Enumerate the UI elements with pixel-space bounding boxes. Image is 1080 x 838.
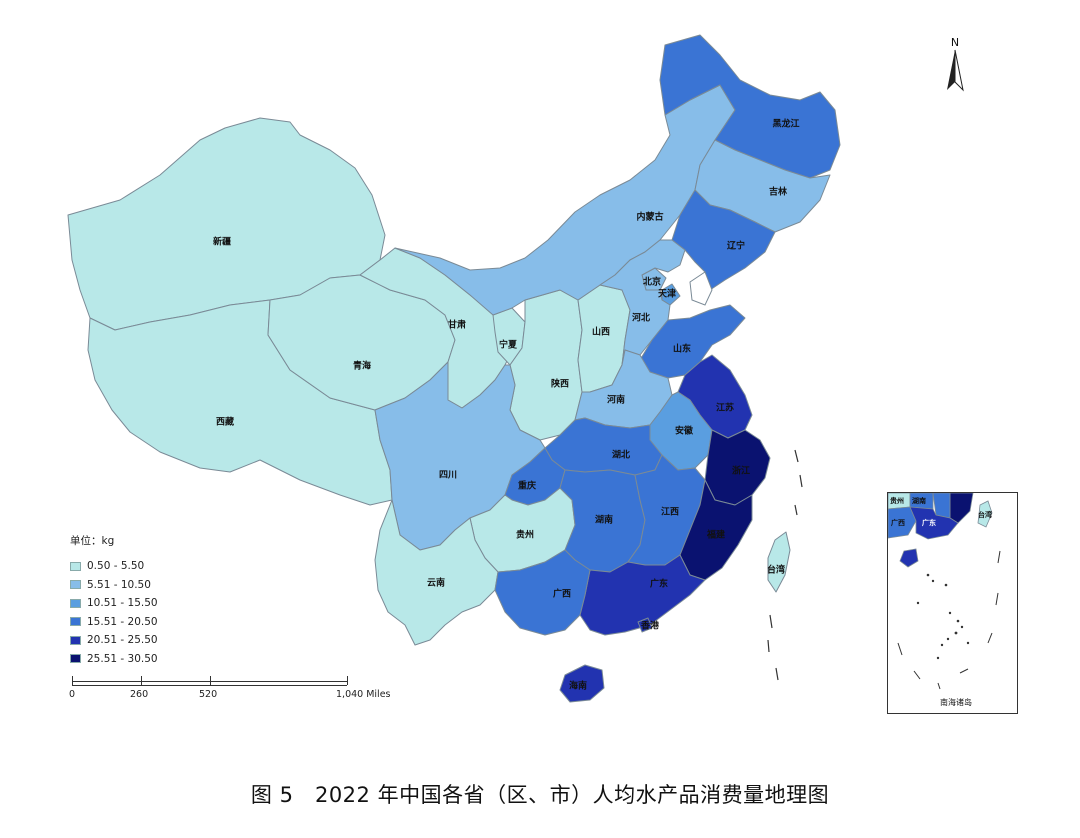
province-label-17: 安徽 [675,425,694,437]
legend-item-0: 0.50 - 5.50 [70,557,158,576]
inset-fujian [949,492,974,524]
legend-label-2: 10.51 - 15.50 [87,597,158,610]
province-label-15: 河南 [607,394,625,406]
scale-label-0: 0 [69,689,76,700]
north-label: N [950,36,960,49]
province-label-18: 湖北 [612,449,630,461]
inset-taiwan [977,500,993,528]
legend-item-2: 10.51 - 15.50 [70,594,158,613]
legend-rows: 0.50 - 5.50 5.51 - 10.50 10.51 - 15.50 15.5… [70,557,158,668]
legend-swatch-4 [70,635,81,645]
bohai-sea [689,271,713,306]
legend-swatch-0 [70,561,81,571]
scale-tick-2 [210,676,211,685]
inset-map: 贵州 湖南 广西 广东 台湾 南海诸岛 [887,492,1001,707]
province-label-12: 天津 [658,288,676,300]
scale-line [72,681,347,686]
scale-tick-3 [347,676,348,685]
province-label-16: 江苏 [716,402,734,414]
province-hainan [559,664,605,703]
province-label-6: 山西 [592,326,610,338]
province-label-0: 新疆 [213,236,231,248]
legend-item-4: 20.51 - 25.50 [70,631,158,650]
province-label-5: 陕西 [551,378,569,390]
inset-hainan [899,548,919,568]
province-label-13: 河北 [632,312,650,324]
legend-label-3: 15.51 - 20.50 [87,615,158,628]
province-label-27: 广东 [650,578,668,590]
scale-tick-0 [72,676,73,685]
legend-swatch-5 [70,654,81,664]
province-label-3: 甘肃 [448,319,466,331]
province-label-19: 四川 [439,470,457,481]
scale-tick-1 [141,676,142,685]
province-label-11: 北京 [643,276,661,288]
province-label-24: 江西 [661,506,679,518]
south-china-sea-inset: 贵州 湖南 广西 广东 台湾 南海诸岛 [887,492,1018,714]
legend-label-0: 0.50 - 5.50 [87,560,145,573]
inset-label-taiwan: 台湾 [978,510,992,519]
province-shaanxi [509,289,583,441]
province-label-22: 云南 [427,577,445,589]
province-liaoning [671,189,776,291]
province-label-28: 广西 [553,588,571,600]
inset-guangxi [887,506,917,539]
province-label-10: 辽宁 [727,240,745,252]
province-hongkong [637,617,653,633]
province-label-30: 台湾 [767,564,785,576]
inset-label-hunan: 湖南 [912,496,926,505]
province-label-1: 西藏 [216,416,234,428]
inset-title: 南海诸岛 [940,697,972,707]
scale-label-1040: 1,040 Miles [336,689,391,700]
province-label-7: 内蒙古 [636,211,663,223]
figure-caption: 图 5 2022 年中国各省（区、市）人均水产品消费量地理图 [250,783,830,807]
province-label-9: 吉林 [769,186,788,198]
province-label-20: 重庆 [518,480,536,492]
legend-item-5: 25.51 - 30.50 [70,650,158,669]
legend-swatch-2 [70,598,81,608]
legend-label-5: 25.51 - 30.50 [87,652,158,665]
province-label-29: 海南 [569,680,587,692]
legend-swatch-1 [70,580,81,590]
north-arrow-icon [947,49,964,92]
province-hebei [599,239,686,366]
inset-guangdong [909,506,959,540]
province-label-4: 宁夏 [499,339,518,351]
legend-label-4: 20.51 - 25.50 [87,634,158,647]
province-label-23: 湖南 [595,514,613,526]
province-label-21: 贵州 [516,529,534,541]
north-arrow: N [940,36,970,96]
legend-label-1: 5.51 - 10.50 [87,578,151,591]
province-taiwan [767,531,791,593]
legend-item-3: 15.51 - 20.50 [70,613,158,632]
legend-swatch-3 [70,617,81,627]
inset-label-guangxi: 广西 [891,518,905,527]
scale-label-520: 520 [199,689,218,700]
legend-item-1: 5.51 - 10.50 [70,576,158,595]
province-label-31: 香港 [640,620,660,632]
province-guangxi [494,549,591,636]
inset-label-guizhou: 贵州 [890,496,904,505]
boundary-marks [767,449,803,681]
scale-bar: 0 260 520 1,040 Miles [66,676,406,706]
province-yunnan [374,499,499,646]
province-label-8: 黑龙江 [772,118,799,130]
legend-unit: 单位：kg [70,535,115,547]
province-label-14: 山东 [673,343,691,355]
province-label-25: 浙江 [732,465,750,477]
province-label-2: 青海 [353,360,371,372]
provinces-layer [67,34,841,703]
province-guangdong [579,554,706,636]
legend: 单位：kg 0.50 - 5.50 5.51 - 10.50 10.51 - 15.… [70,533,158,668]
inset-label-guangdong: 广东 [922,518,936,527]
province-label-26: 福建 [706,529,726,541]
scale-label-260: 260 [130,689,149,700]
